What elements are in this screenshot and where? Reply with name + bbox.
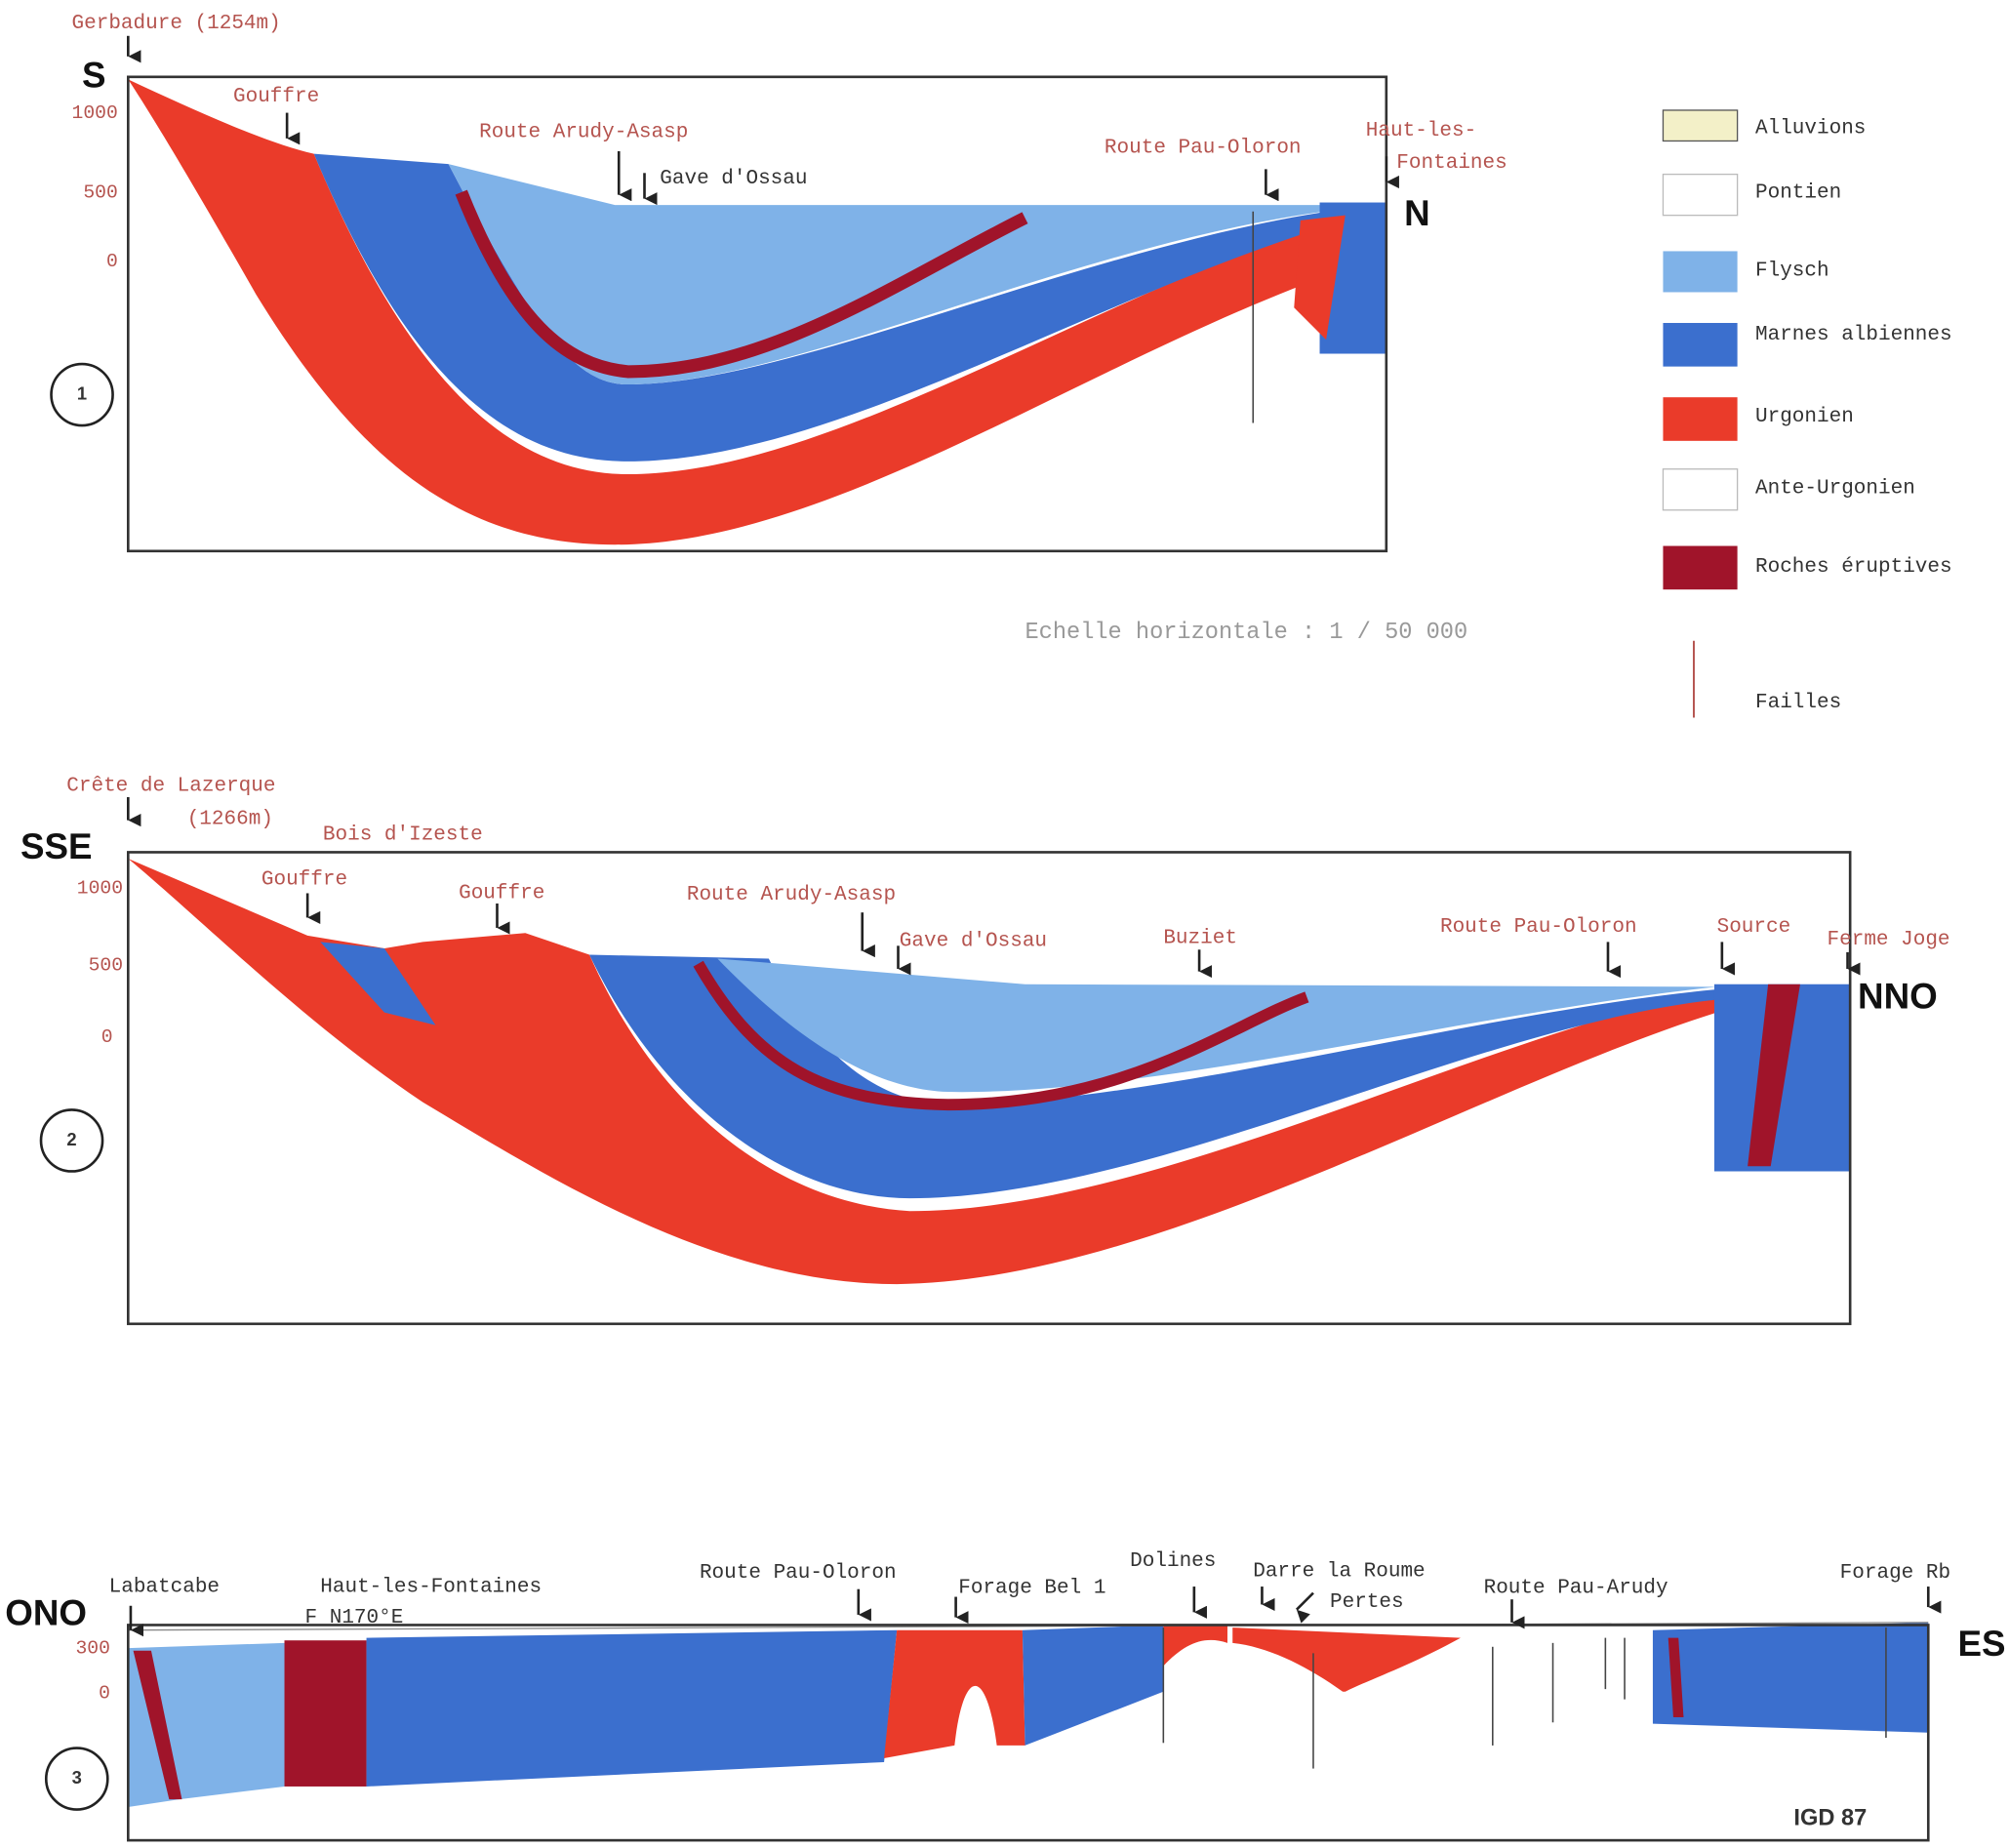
arrows: [127, 796, 1861, 979]
flysch: [717, 958, 1717, 1093]
place-label: Gouffre: [261, 868, 347, 891]
roches-eruptives: [455, 189, 1028, 379]
swatch-urgonien: [1663, 397, 1738, 441]
end-direction: NNO: [1858, 977, 1938, 1017]
swatch-roches: [1663, 545, 1738, 590]
legend-label: Ante-Urgonien: [1755, 478, 1915, 501]
swatch-marnes: [1663, 322, 1738, 367]
start-direction: S: [82, 55, 106, 95]
legend-label: Pontien: [1755, 181, 1841, 204]
place-label: Darre la Roume: [1253, 1561, 1425, 1584]
place-label: Gouffre: [459, 883, 544, 905]
elevation: 500: [89, 954, 123, 976]
section-3: 3 ONO ES 300 0 Labatcabe Haut-les-Fontai…: [5, 1550, 2006, 1842]
place-label: Gave d'Ossau: [660, 168, 807, 190]
marnes-albiennes: [313, 153, 1346, 462]
frame: [127, 75, 1388, 553]
section-2: 2 SSE NNO 1000 500 0 Crête de Lazerque (…: [20, 775, 1950, 1326]
urgonien: [1163, 1625, 1227, 1667]
urgonien-sliver: [1294, 215, 1346, 341]
place-label: Buziet: [1163, 928, 1237, 950]
legend: Alluvions Pontien Flysch Marnes albienne…: [1662, 109, 1952, 718]
marnes-albiennes: [1652, 1622, 1929, 1733]
place-label: Bois d'Izeste: [323, 824, 483, 846]
roches-dyke: [133, 1650, 182, 1800]
legend-label: Marnes albiennes: [1755, 324, 1952, 346]
elevation: 1000: [77, 877, 123, 899]
arrows: [129, 1587, 1942, 1637]
frame: [127, 1624, 1930, 1842]
swatch-ante-urgonien: [1662, 468, 1739, 511]
swatch-flysch: [1663, 251, 1738, 293]
urgonien: [128, 859, 1717, 1285]
elevation: 0: [99, 1682, 110, 1704]
place-label: Crête de Lazerque: [66, 775, 275, 797]
place-label: Route Pau-Arudy: [1484, 1578, 1668, 1600]
roches-dyke: [1748, 984, 1800, 1167]
place-label: Gerbadure (1254m): [72, 13, 281, 35]
urgonien: [128, 79, 1346, 545]
legend-label: Roches éruptives: [1755, 556, 1952, 579]
frame: [127, 851, 1852, 1326]
place-label: Dolines: [1130, 1550, 1216, 1573]
scale: Echelle horizontale : 1 / 50 000: [1025, 620, 1468, 646]
start-direction: SSE: [20, 826, 93, 866]
place-label: F N170°E: [305, 1607, 404, 1629]
place-label: Pertes: [1330, 1591, 1404, 1614]
place-label: Route Pau-Oloron: [1105, 137, 1302, 159]
urgonien: [884, 1629, 1025, 1759]
place-label: Haut-les-Fontaines: [320, 1576, 542, 1598]
end-direction: N: [1404, 193, 1430, 233]
place-label: Gave d'Ossau: [900, 930, 1047, 952]
arrows: [127, 35, 1399, 206]
section-number: 3: [72, 1767, 82, 1788]
marnes-albiennes: [366, 1629, 898, 1787]
start-direction: ONO: [5, 1592, 87, 1632]
section-number: 2: [66, 1129, 76, 1149]
place-label: Haut-les-: [1366, 120, 1476, 142]
place-label: Fontaines: [1396, 152, 1507, 175]
elevation: 300: [75, 1637, 109, 1659]
flysch: [448, 164, 1346, 385]
swatch-pontien: [1662, 173, 1739, 217]
place-label: Route Pau-Oloron: [700, 1562, 897, 1585]
place-label: Ferme Joge: [1828, 929, 1950, 951]
swatch-alluvions: [1662, 109, 1739, 142]
section-badge: [50, 362, 114, 427]
roches-eruptives: [284, 1640, 367, 1787]
section-badge: [44, 1747, 109, 1811]
place-label: Gouffre: [233, 86, 319, 108]
place-label: Labatcabe: [109, 1576, 220, 1598]
marnes-albiennes: [1022, 1625, 1164, 1746]
place-label: Forage Bel 1: [958, 1578, 1105, 1600]
elevation: 0: [106, 251, 118, 272]
section-1: 1 S N 1000 500 0 Gerbadure (1254m) Gouff…: [50, 13, 1507, 553]
marnes-albiennes: [589, 954, 1717, 1199]
elevation: 0: [101, 1026, 113, 1048]
place-label: Route Pau-Oloron: [1440, 916, 1637, 939]
legend-label: Failles: [1755, 692, 1841, 714]
marnes-wedge: [320, 942, 436, 1025]
place-label: Route Arudy-Asasp: [479, 122, 688, 144]
end-direction: ES: [1957, 1624, 2005, 1664]
place-label: Route Arudy-Asasp: [687, 884, 896, 906]
section-number: 1: [77, 382, 87, 403]
section-badge: [39, 1108, 104, 1173]
place-label: Source: [1717, 916, 1791, 939]
legend-label: Flysch: [1755, 260, 1829, 282]
elevation: 500: [83, 181, 117, 203]
faults: [1162, 1627, 1887, 1769]
place-label: (1266m): [187, 809, 273, 831]
elevation: 1000: [72, 102, 118, 124]
roches-eruptives: [693, 960, 1309, 1111]
credit: IGD 87: [1793, 1805, 1867, 1830]
legend-label: Alluvions: [1755, 118, 1866, 141]
roches-dyke: [1667, 1637, 1684, 1718]
legend-label: Urgonien: [1755, 406, 1854, 428]
urgonien: [1232, 1627, 1461, 1692]
place-label: Forage Rb: [1840, 1562, 1950, 1585]
